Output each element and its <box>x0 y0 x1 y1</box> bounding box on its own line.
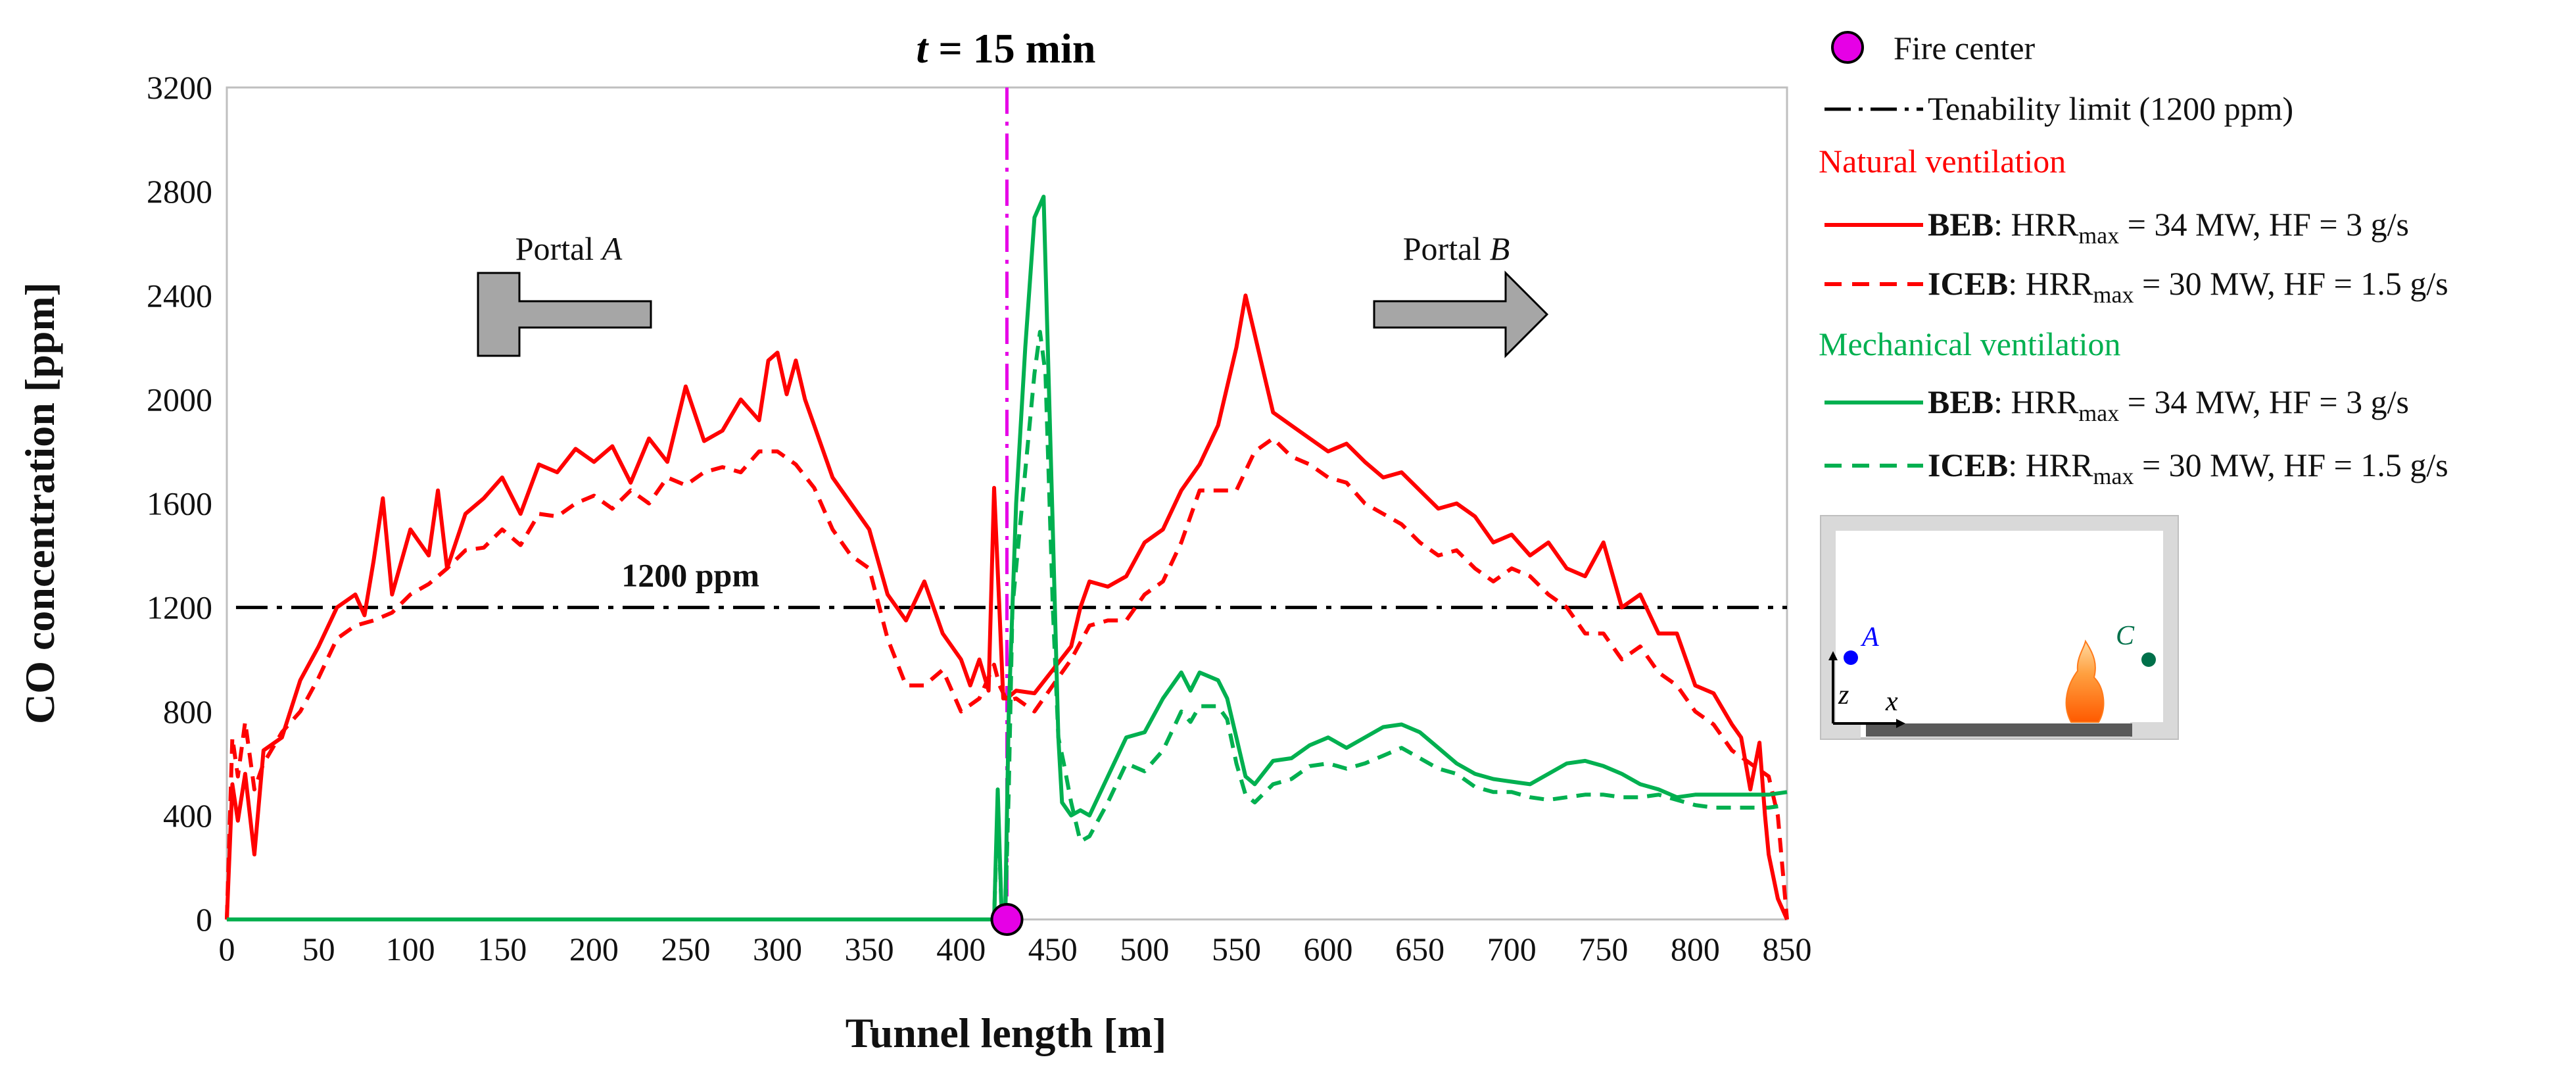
x-tick-label: 50 <box>302 931 335 967</box>
inset-z-arrow-icon <box>1828 651 1838 660</box>
x-tick-label: 600 <box>1304 931 1353 967</box>
inset-label-a: A <box>1860 622 1879 652</box>
y-tick-label: 400 <box>163 797 212 834</box>
y-tick-label: 3200 <box>147 69 212 106</box>
portal-a-label: Portal A <box>515 230 623 267</box>
inset-point-c <box>2141 652 2156 667</box>
chart-title: t = 15 min <box>917 25 1096 72</box>
inset-right-sidewalk <box>2130 722 2178 739</box>
legend-label-natural-iceb: ICEB: HRRmax = 30 MW, HF = 1.5 g/s <box>1928 265 2448 308</box>
legend: Fire center Tenability limit (1200 ppm) … <box>1819 30 2448 489</box>
x-tick-label: 200 <box>569 931 619 967</box>
x-tick-label: 500 <box>1120 931 1169 967</box>
x-tick-label: 0 <box>219 931 235 967</box>
inset-z-label: z <box>1838 680 1849 710</box>
y-axis-title: CO concentration [ppm] <box>16 282 63 724</box>
legend-fire-marker-icon <box>1831 31 1864 64</box>
x-tick-label: 250 <box>661 931 710 967</box>
x-tick-label: 450 <box>1028 931 1078 967</box>
series-line-natural-ventilation-beb <box>225 293 1789 921</box>
y-tick-label: 2400 <box>147 277 212 314</box>
x-tick-label: 400 <box>936 931 986 967</box>
inset-right-wall <box>2163 516 2178 739</box>
y-tick-label: 2800 <box>147 173 212 210</box>
y-tick-label: 2000 <box>147 381 212 418</box>
series-line-natural-ventilation-iceb <box>225 436 1789 920</box>
legend-label-mechanical-iceb: ICEB: HRRmax = 30 MW, HF = 1.5 g/s <box>1928 447 2448 489</box>
legend-group-natural: Natural ventilation <box>1819 143 2066 180</box>
x-axis-ticks: 0 50 100 150 200 250 300 350 400 450 500 550 600 650 7… <box>219 931 1812 967</box>
legend-tenability-label: Tenability limit (1200 ppm) <box>1928 90 2293 127</box>
x-tick-label: 350 <box>845 931 894 967</box>
x-tick-label: 150 <box>477 931 527 967</box>
series-group <box>225 195 1789 921</box>
tenability-annotation: 1200 ppm <box>621 557 759 594</box>
x-tick-label: 550 <box>1212 931 1261 967</box>
tunnel-inset-diagram: A C z x <box>1820 515 2179 740</box>
x-axis-title: Tunnel length [m] <box>846 1010 1166 1056</box>
x-tick-label: 650 <box>1395 931 1444 967</box>
y-tick-label: 800 <box>163 693 212 730</box>
legend-label-mechanical-beb: BEB: HRRmax = 34 MW, HF = 3 g/s <box>1928 383 2409 426</box>
fire-center-marker <box>990 903 1024 936</box>
portal-a-annotation: Portal A <box>477 230 652 357</box>
legend-group-mechanical: Mechanical ventilation <box>1819 326 2121 362</box>
y-axis-ticks: 0 400 800 1200 1600 2000 2400 2800 3200 <box>147 69 212 938</box>
inset-flame-icon <box>2065 639 2105 723</box>
inset-label-c: C <box>2116 621 2135 651</box>
legend-fire-label: Fire center <box>1894 30 2036 66</box>
portal-b-annotation: Portal B <box>1373 230 1549 358</box>
x-tick-label: 800 <box>1671 931 1720 967</box>
y-tick-label: 0 <box>196 901 212 938</box>
portal-b-arrow-icon <box>1373 270 1549 358</box>
x-tick-label: 300 <box>753 931 802 967</box>
portal-b-label: Portal B <box>1403 230 1510 267</box>
inset-point-a <box>1844 650 1858 665</box>
inset-ceiling <box>1821 516 2178 531</box>
y-tick-label: 1200 <box>147 589 212 626</box>
inset-road <box>1866 723 2132 737</box>
series-line-mechanical-ventilation-beb <box>227 195 1788 921</box>
x-tick-label: 100 <box>386 931 435 967</box>
x-tick-label: 850 <box>1763 931 1812 967</box>
inset-x-arrow-icon <box>1896 719 1905 728</box>
y-tick-label: 1600 <box>147 485 212 522</box>
portal-a-arrow-icon <box>477 272 652 357</box>
x-tick-label: 700 <box>1487 931 1537 967</box>
legend-label-natural-beb: BEB: HRRmax = 34 MW, HF = 3 g/s <box>1928 206 2409 249</box>
series-line-mechanical-ventilation-iceb <box>227 330 1788 921</box>
x-tick-label: 750 <box>1579 931 1628 967</box>
inset-x-label: x <box>1885 687 1898 717</box>
inset-left-sidewalk <box>1821 722 1861 739</box>
